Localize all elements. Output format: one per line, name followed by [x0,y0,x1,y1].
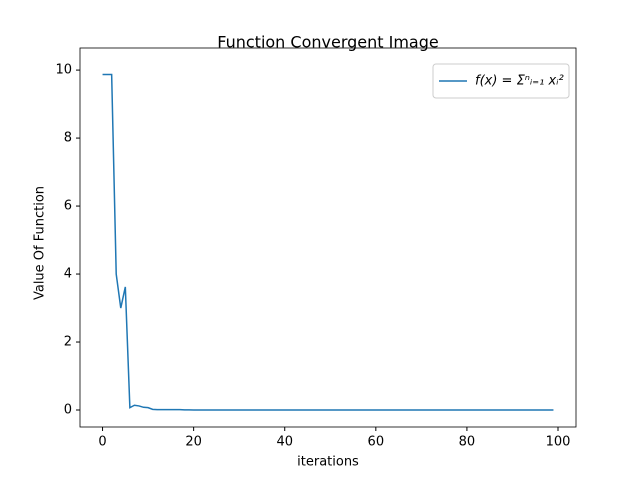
chart-title: Function Convergent Image [217,33,438,52]
x-tick-label: 40 [276,435,293,450]
x-tick-label: 100 [546,435,571,450]
x-tick-label: 80 [459,435,476,450]
x-tick-label: 60 [368,435,385,450]
legend-box [432,63,570,99]
y-tick-label: 4 [64,267,72,282]
x-axis-label: iterations [297,455,359,470]
plot-frame [79,47,577,428]
y-tick-label: 2 [64,335,72,350]
x-tick-label: 20 [185,435,202,450]
y-axis-label: Value Of Function [33,186,48,300]
line [102,73,554,411]
y-tick-label: 8 [64,131,72,146]
y-tick-label: 6 [64,199,72,214]
y-tick-label: 0 [64,403,72,418]
x-tick-label: 0 [98,435,106,450]
legend-label: f(x) = Σⁿᵢ₌₁ xᵢ² [475,74,564,89]
y-tick-label: 10 [55,63,72,78]
